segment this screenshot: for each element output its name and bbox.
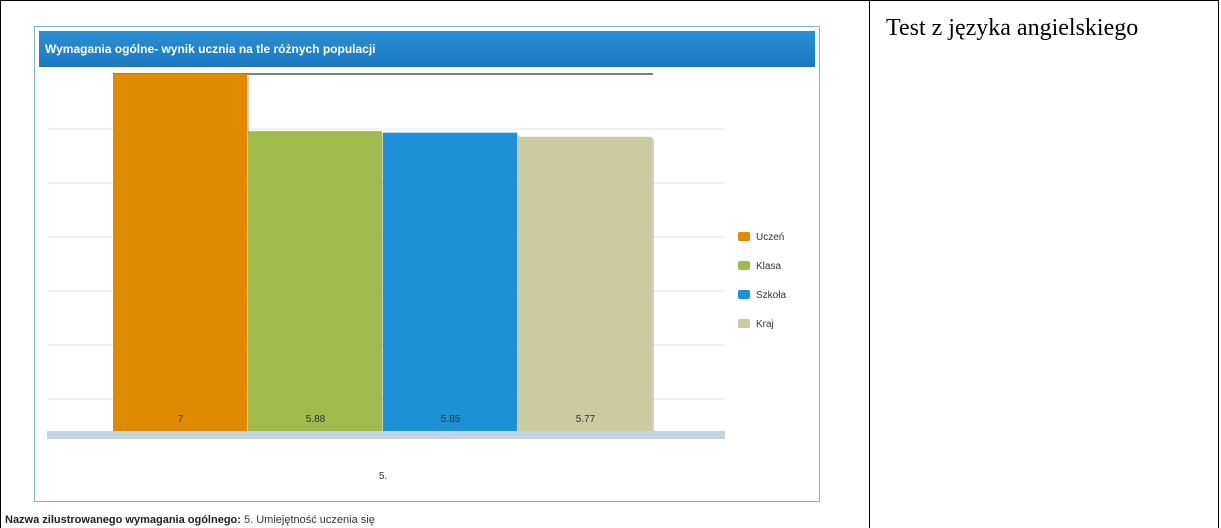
- chart-panel: Wymagania ogólne- wynik ucznia na tle ró…: [34, 26, 820, 502]
- bar-kraj: [518, 136, 652, 431]
- footer-note: Nazwa zilustrowanego wymagania ogólnego:…: [5, 514, 375, 526]
- x-axis-band: [47, 431, 725, 439]
- x-tick-label: 5.: [379, 471, 387, 482]
- chart-title: Wymagania ogólne- wynik ucznia na tle ró…: [45, 42, 376, 56]
- test-title: Test z języka angielskiego: [886, 15, 1139, 41]
- data-label: 5.88: [306, 414, 326, 425]
- legend-label: Uczeń: [756, 232, 784, 243]
- left-cell: Wymagania ogólne- wynik ucznia na tle ró…: [0, 0, 870, 528]
- bar-chart: 7 5.88 5.85 5.77 5. Uczeń Klasa Szkoła Kraj: [47, 73, 786, 482]
- footer-label: Nazwa zilustrowanego wymagania ogólnego:: [5, 514, 241, 526]
- chart-header: Wymagania ogólne- wynik ucznia na tle ró…: [39, 31, 815, 67]
- legend-swatch-klasa: [738, 261, 750, 270]
- bar-klasa: [248, 131, 382, 431]
- data-label: 7: [178, 414, 184, 425]
- data-label: 5.77: [576, 414, 596, 425]
- data-label: 5.85: [441, 414, 461, 425]
- legend-swatch-szkoła: [738, 290, 750, 299]
- bar-uczeń: [113, 74, 247, 431]
- legend-label: Kraj: [756, 319, 774, 330]
- bar-szkoła: [383, 132, 517, 431]
- legend-swatch-kraj: [738, 319, 750, 328]
- legend-label: Klasa: [756, 261, 781, 272]
- legend-swatch-uczeń: [738, 232, 750, 241]
- footer-value: 5. Umiejętność uczenia się: [243, 514, 375, 526]
- legend-label: Szkoła: [756, 290, 786, 301]
- right-cell: Test z języka angielskiego: [869, 0, 1219, 528]
